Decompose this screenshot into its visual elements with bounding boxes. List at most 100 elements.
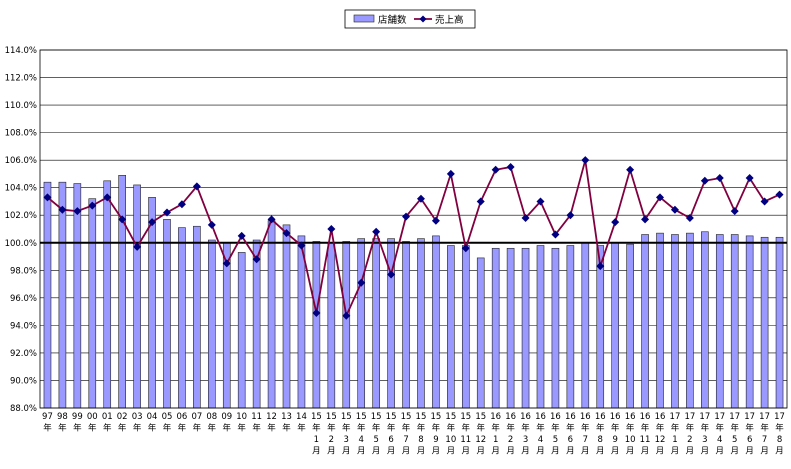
bar-stores [222, 242, 231, 409]
x-tick-label: 年 [775, 423, 784, 434]
x-tick-label: 11 [251, 412, 262, 422]
bar-stores [297, 235, 306, 409]
x-tick-label: 7 [403, 435, 408, 445]
bar-stores [760, 236, 769, 409]
bar-series-stores [43, 175, 784, 409]
x-tick-label: 14 [296, 412, 307, 422]
point-sales [372, 227, 381, 236]
bar-stores [342, 241, 351, 409]
x-tick-label: 5 [732, 435, 737, 445]
x-tick-label: 年 [671, 423, 680, 434]
x-tick-label: 年 [237, 423, 246, 434]
legend-label-sales: 売上高 [435, 14, 464, 26]
point-sales [222, 259, 231, 268]
y-tick-label: 102.0% [5, 211, 37, 221]
x-tick-label: 16 [595, 412, 606, 422]
bar-stores [491, 247, 500, 409]
x-tick-label: 月 [596, 447, 605, 457]
bar-stores [103, 180, 112, 409]
x-tick-label: 年 [641, 423, 650, 434]
line-path-sales [46, 159, 780, 319]
x-tick-label: 月 [536, 447, 545, 457]
x-tick-label: 16 [490, 412, 501, 422]
point-sales [43, 193, 52, 202]
x-tick-label: 月 [462, 447, 471, 457]
bar-stores [133, 184, 141, 409]
x-tick-label: 年 [118, 423, 127, 434]
point-sales [252, 255, 261, 264]
x-tick-label: 15 [460, 412, 471, 422]
x-tick-label: 3 [523, 435, 528, 445]
y-tick-label: 96.0% [10, 294, 37, 304]
x-tick-label: 年 [58, 423, 67, 434]
x-tick-label: 年 [402, 423, 411, 434]
bar-stores [611, 242, 619, 409]
point-sales [162, 208, 171, 217]
y-axis-tick-labels: 88.0% 90.0% 92.0% 94.0% 96.0% 98.0% 100.0% 102.… [5, 46, 37, 414]
x-tick-label: 月 [357, 447, 366, 457]
x-tick-label: 年 [716, 423, 725, 434]
point-sales [506, 163, 515, 172]
x-tick-label: 月 [611, 447, 620, 457]
bar-stores [476, 257, 485, 409]
point-sales [536, 197, 545, 206]
x-tick-label: 年 [476, 423, 485, 434]
x-tick-label: 年 [327, 423, 336, 434]
x-tick-label: 9 [612, 435, 617, 445]
x-tick-label: 月 [716, 447, 725, 457]
x-tick-label: 16 [565, 412, 576, 422]
x-tick-label: 07 [191, 412, 202, 422]
y-tick-label: 114.0% [5, 46, 37, 56]
x-tick-label: 月 [701, 447, 710, 457]
x-tick-label: 1 [314, 435, 319, 445]
bar-stores [730, 234, 739, 409]
x-tick-label: 月 [447, 447, 456, 457]
x-tick-label: 16 [610, 412, 621, 422]
bar-stores [745, 235, 754, 409]
x-tick-label: 年 [536, 423, 545, 434]
x-tick-label: 年 [208, 423, 217, 434]
legend-label-stores: 店舗数 [378, 14, 407, 26]
point-sales [581, 156, 590, 165]
x-tick-label: 6 [568, 435, 573, 445]
bar-stores [43, 181, 52, 409]
x-tick-label: 16 [535, 412, 546, 422]
x-tick-label: 8 [598, 435, 603, 445]
x-tick-label: 年 [252, 423, 261, 434]
bar-stores [163, 219, 171, 409]
y-tick-label: 98.0% [10, 266, 37, 276]
point-sales [103, 193, 112, 202]
x-tick-label: 17 [714, 412, 725, 422]
bar-stores [372, 238, 380, 409]
y-tick-label: 90.0% [10, 376, 37, 386]
bar-stores [58, 181, 67, 409]
x-tick-label: 15 [430, 412, 441, 422]
point-sales [387, 270, 396, 279]
x-tick-label: 2 [508, 435, 513, 445]
y-tick-label: 104.0% [5, 184, 37, 194]
x-tick-label: 15 [416, 412, 427, 422]
point-sales [88, 201, 97, 210]
x-tick-label: 年 [462, 423, 471, 434]
x-tick-label: 年 [730, 423, 739, 434]
point-sales [670, 205, 679, 214]
point-sales [491, 165, 500, 174]
x-tick-label: 4 [538, 435, 543, 445]
bar-stores [193, 225, 201, 409]
x-tick-label: 2 [687, 435, 692, 445]
x-tick-label: 1 [672, 435, 677, 445]
x-tick-label: 年 [73, 423, 82, 434]
x-tick-label: 09 [221, 412, 232, 422]
x-tick-label: 年 [222, 423, 231, 434]
bar-stores [267, 220, 276, 409]
x-tick-label: 9 [433, 435, 438, 445]
x-tick-label: 7 [583, 435, 588, 445]
x-tick-label: 月 [775, 447, 784, 457]
point-sales [177, 200, 186, 209]
x-tick-label: 月 [521, 447, 530, 457]
x-tick-label: 17 [774, 412, 785, 422]
x-tick-label: 17 [759, 412, 770, 422]
x-tick-label: 98 [57, 412, 68, 422]
y-tick-label: 106.0% [5, 156, 37, 166]
